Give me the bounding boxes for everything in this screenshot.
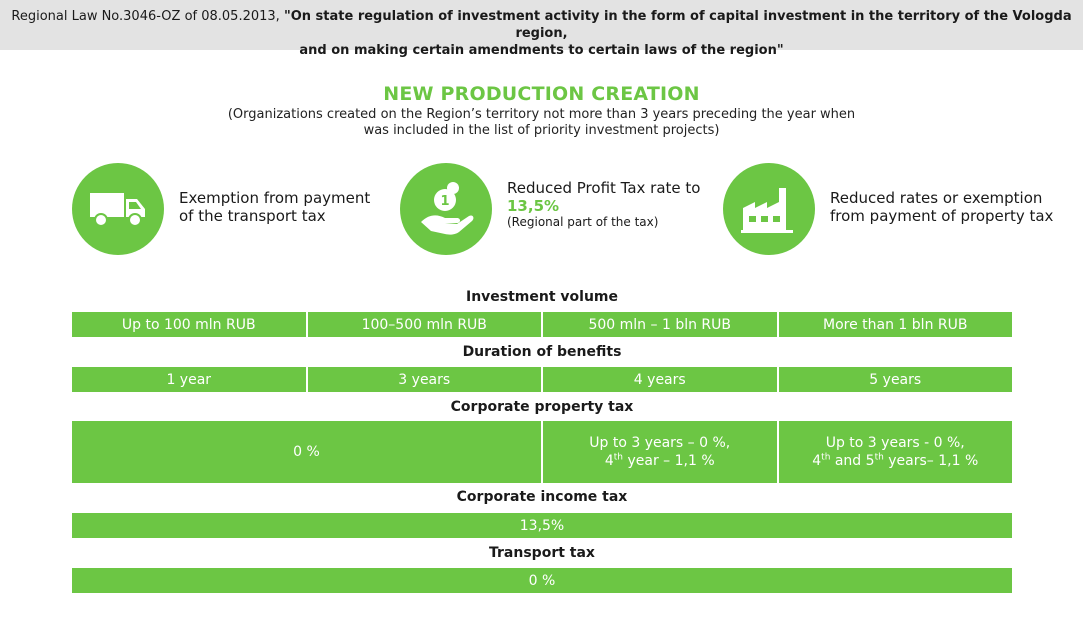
duration-row: 1 year 3 years 4 years 5 years <box>72 367 1012 392</box>
property-tax-5y-and: and 5 <box>830 453 875 469</box>
income-tax-cell: 13,5% <box>72 513 1012 538</box>
benefit-profit-tax-rate: 13,5% <box>507 197 560 215</box>
benefit-property-tax-line1: Reduced rates or exemption <box>830 189 1043 207</box>
investment-volume-cell: Up to 100 mln RUB <box>72 312 306 337</box>
law-header-title-part2: and on making certain amendments to cert… <box>299 43 784 58</box>
section-subtitle-line2: was included in the list of priority inv… <box>363 123 720 138</box>
law-header-title-part1: "On state regulation of investment activ… <box>283 9 1072 41</box>
transport-tax-cell: 0 % <box>72 568 1012 593</box>
property-tax-cell-5-years: Up to 3 years - 0 %, 4th and 5th years– … <box>778 421 1012 483</box>
truck-icon <box>72 163 164 255</box>
benefit-property-tax-text: Reduced rates or exemption from payment … <box>830 189 1070 225</box>
ordinal-suffix: th <box>821 452 831 463</box>
money-hand-icon: 1 <box>400 163 492 255</box>
property-tax-cell-4-years: Up to 3 years – 0 %, 4th year – 1,1 % <box>543 421 777 483</box>
ordinal-number: 4 <box>604 453 614 469</box>
benefit-property-tax: Reduced rates or exemption from payment … <box>723 163 1073 255</box>
property-tax-5y-rate: years– 1,1 % <box>883 453 979 469</box>
duration-title: Duration of benefits <box>462 344 622 360</box>
benefit-profit-tax-line1: Reduced Profit Tax rate to <box>507 179 701 197</box>
property-tax-merged-cell: 0 % <box>72 421 541 483</box>
benefit-profit-tax-text: Reduced Profit Tax rate to 13,5% (Region… <box>507 179 727 230</box>
investment-volume-cell: 500 mln – 1 bln RUB <box>543 312 777 337</box>
income-tax-title: Corporate income tax <box>456 489 628 505</box>
transport-tax-row: 0 % <box>72 568 1012 593</box>
factory-icon <box>723 163 815 255</box>
duration-cell: 1 year <box>72 367 306 392</box>
investment-volume-cell: More than 1 bln RUB <box>778 312 1012 337</box>
income-tax-row: 13,5% <box>72 513 1012 538</box>
ordinal-number: 4 <box>812 453 822 469</box>
ordinal-suffix: th <box>874 452 884 463</box>
benefit-profit-tax-note: (Regional part of the tax) <box>507 215 659 229</box>
property-tax-5y-line2: 4th and 5th years– 1,1 % <box>812 452 978 470</box>
benefit-transport-line2: of the transport tax <box>179 207 326 225</box>
law-header-line1: Regional Law No.3046-OZ of 08.05.2013, "… <box>0 8 1083 42</box>
property-tax-row: 0 % Up to 3 years – 0 %, 4th year – 1,1 … <box>72 421 1012 483</box>
svg-text:1: 1 <box>440 194 449 209</box>
benefit-transport: Exemption from payment of the transport … <box>72 163 392 255</box>
property-tax-4y-rate: year – 1,1 % <box>623 453 715 469</box>
law-header: Regional Law No.3046-OZ of 08.05.2013, "… <box>0 0 1083 58</box>
section-title: NEW PRODUCTION CREATION <box>383 83 700 105</box>
benefit-transport-line1: Exemption from payment <box>179 189 371 207</box>
duration-cell: 3 years <box>307 367 541 392</box>
property-tax-5y-line1: Up to 3 years - 0 %, <box>825 435 965 451</box>
law-header-prefix: Regional Law No.3046-OZ of 08.05.2013, <box>11 9 284 24</box>
property-tax-4y-line2: 4th year – 1,1 % <box>605 452 715 470</box>
benefit-profit-tax: 1 Reduced Profit Tax rate to 13,5% (Regi… <box>400 163 720 255</box>
ordinal-suffix: th <box>613 452 624 463</box>
property-tax-4y-line1: Up to 3 years – 0 %, <box>589 435 731 451</box>
benefit-transport-text: Exemption from payment of the transport … <box>179 189 389 225</box>
section-subtitle-line1: (Organizations created on the Region’s t… <box>227 107 856 122</box>
property-tax-title: Corporate property tax <box>450 399 634 415</box>
duration-cell: 4 years <box>543 367 777 392</box>
section-subtitle: (Organizations created on the Region’s t… <box>0 107 1083 139</box>
investment-volume-cell: 100–500 mln RUB <box>307 312 541 337</box>
duration-cell: 5 years <box>778 367 1012 392</box>
investment-volume-row: Up to 100 mln RUB 100–500 mln RUB 500 ml… <box>72 312 1012 337</box>
benefit-property-tax-line2: from payment of property tax <box>830 207 1054 225</box>
investment-volume-title: Investment volume <box>465 289 619 305</box>
transport-tax-title: Transport tax <box>489 545 595 561</box>
